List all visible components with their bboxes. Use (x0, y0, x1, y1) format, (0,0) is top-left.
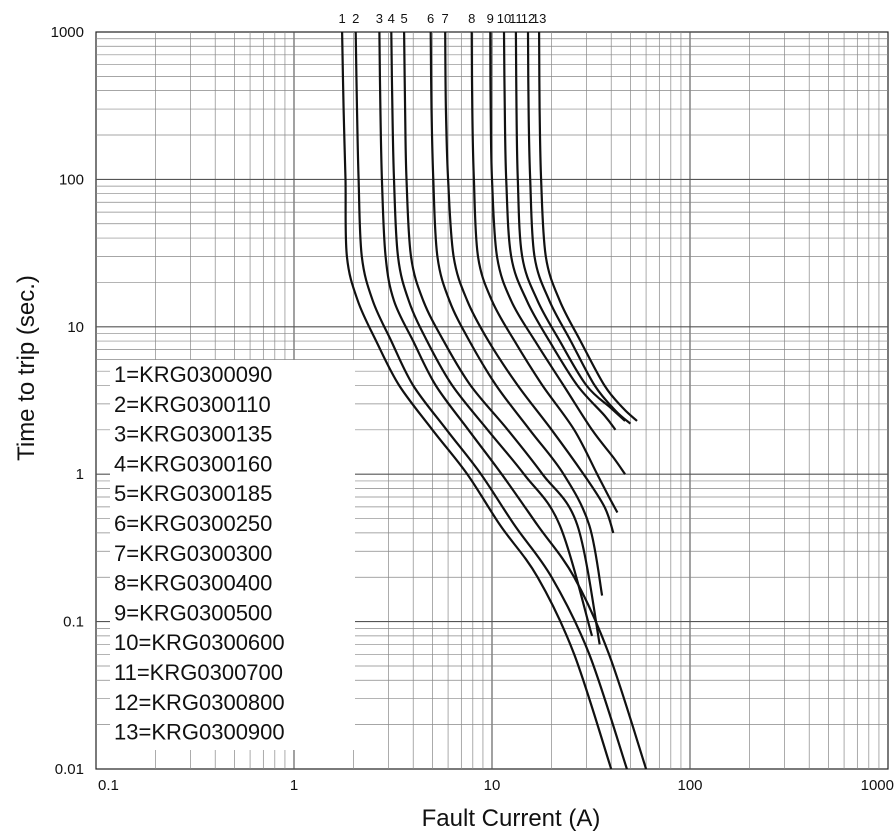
curve-number-label-9: 9 (487, 11, 494, 26)
x-tick-label: 10 (484, 777, 501, 794)
curve-2 (354, 31, 628, 770)
curve-number-label-8: 8 (468, 11, 475, 26)
curve-number-label-3: 3 (376, 11, 383, 26)
x-axis-title: Fault Current (A) (422, 805, 601, 832)
curve-3 (378, 31, 648, 770)
legend-entry: 2=KRG0300110 (114, 392, 271, 417)
x-tick-label: 1 (290, 777, 298, 794)
legend-entry: 8=KRG0300400 (114, 571, 272, 596)
curve-number-label-5: 5 (401, 11, 408, 26)
legend-entry: 11=KRG0300700 (114, 660, 283, 685)
y-axis-title: Time to trip (sec.) (13, 275, 40, 461)
curve-13 (538, 31, 638, 422)
legend-entry: 13=KRG0300900 (114, 720, 285, 745)
legend-entry: 3=KRG0300135 (114, 422, 272, 447)
y-tick-label: 100 (59, 171, 84, 188)
y-tick-label: 10 (67, 319, 84, 336)
curve-12 (526, 31, 632, 425)
curve-number-label-4: 4 (388, 11, 395, 26)
legend-entry: 4=KRG0300160 (114, 451, 272, 476)
y-tick-label: 0.01 (55, 761, 84, 778)
curve-8 (470, 31, 619, 514)
curve-number-label-1: 1 (339, 11, 346, 26)
legend-entry: 7=KRG0300300 (114, 541, 272, 566)
y-tick-label: 1000 (51, 24, 84, 41)
curve-10 (502, 31, 617, 431)
legend-background (110, 360, 355, 750)
x-tick-label: 1000 (861, 777, 894, 794)
curve-6 (429, 31, 604, 596)
legend-entry: 12=KRG0300800 (114, 690, 285, 715)
curve-7 (444, 31, 615, 534)
curve-9 (489, 31, 626, 475)
curve-4 (390, 31, 594, 637)
x-tick-label: 0.1 (98, 777, 119, 794)
curve-number-label-13: 13 (532, 11, 546, 26)
legend-entry: 10=KRG0300600 (114, 630, 285, 655)
x-tick-label: 100 (677, 777, 702, 794)
legend-entry: 6=KRG0300250 (114, 511, 272, 536)
curve-number-label-10: 10 (497, 11, 511, 26)
curve-5 (403, 31, 601, 645)
legend-entry: 1=KRG0300090 (114, 362, 272, 387)
curve-number-label-6: 6 (427, 11, 434, 26)
curve-number-label-7: 7 (442, 11, 449, 26)
curve-number-label-2: 2 (352, 11, 359, 26)
curve-layer (341, 31, 648, 770)
legend-entry: 9=KRG0300500 (114, 600, 272, 625)
curve-number-label-11: 11 (509, 11, 523, 26)
y-tick-labels: 0.01 0.1 1 10 100 1000 (51, 24, 84, 778)
legend-entry: 5=KRG0300185 (114, 481, 272, 506)
legend: 1=KRG0300090 2=KRG0300110 3=KRG0300135 4=KR… (114, 362, 285, 745)
curve-11 (514, 31, 626, 422)
y-tick-label: 1 (76, 466, 84, 483)
curve-number-label-12: 12 (521, 11, 535, 26)
x-tick-labels: 0.1 1 10 100 1000 (98, 777, 894, 794)
curve-1 (341, 31, 613, 770)
y-tick-label: 0.1 (63, 614, 84, 631)
